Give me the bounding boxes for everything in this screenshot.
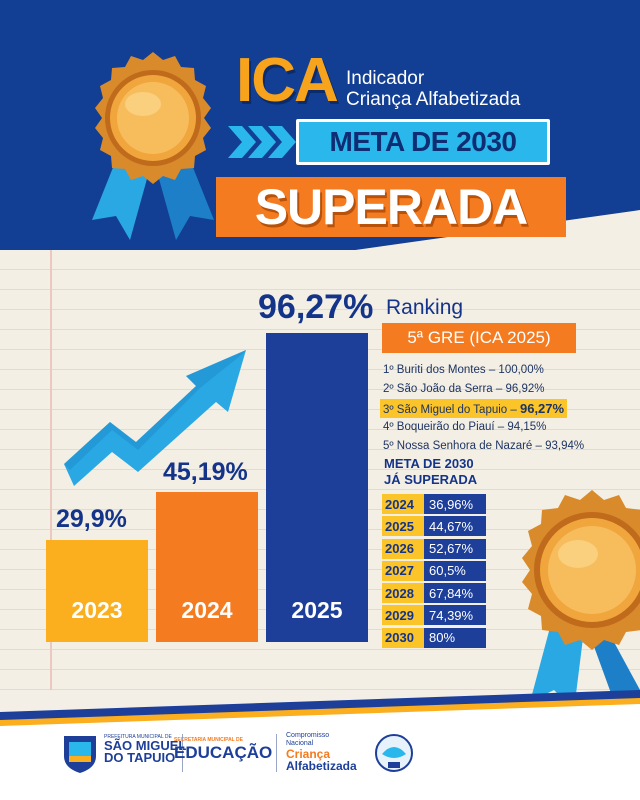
goals-row: 2030 80% — [382, 627, 486, 648]
bar-2023: 2023 — [46, 540, 148, 642]
bar-value-2023: 29,9% — [56, 505, 127, 533]
goals-title-line-2: JÁ SUPERADA — [384, 472, 478, 487]
goals-title-line-1: META DE 2030 — [384, 456, 474, 471]
secretariat-logo: SECRETARIA MUNICIPAL DE EDUCAÇÃO — [174, 737, 272, 763]
goals-table: 2024 36,96% 2025 44,67% 2026 52,67% 2027 60,… — [382, 494, 486, 650]
goals-value: 36,96% — [424, 494, 486, 514]
status-banner: SUPERADA — [216, 177, 566, 237]
footer-background — [0, 690, 640, 800]
ranking-item-2: 2º São João da Serra – 96,92% — [383, 383, 545, 395]
footer — [0, 690, 640, 800]
goals-value: 60,5% — [424, 560, 486, 581]
secretariat-small: SECRETARIA MUNICIPAL DE — [174, 737, 243, 743]
secretariat-name: EDUCAÇÃO — [174, 743, 273, 762]
program-small-1: Compromisso — [286, 732, 330, 739]
goal-banner-label: META DE 2030 — [329, 126, 517, 157]
goals-row: 2027 60,5% — [382, 560, 486, 581]
ranking-title: Ranking — [386, 296, 464, 319]
bar-2024: 2024 — [156, 492, 258, 642]
goals-row: 2028 67,84% — [382, 583, 486, 604]
goals-value: 67,84% — [424, 583, 486, 604]
subtitle-line-1: Indicador — [346, 68, 425, 89]
bar-year-2024: 2024 — [181, 597, 233, 623]
goals-year: 2026 — [382, 538, 424, 559]
bar-year-2023: 2023 — [71, 597, 123, 623]
goals-year: 2027 — [382, 560, 424, 581]
bar-value-2025: 96,27% — [258, 288, 374, 326]
municipality-crest-icon — [64, 736, 96, 773]
goals-year: 2025 — [382, 516, 424, 537]
goals-title: META DE 2030 JÁ SUPERADA — [384, 456, 477, 488]
goals-year: 2028 — [382, 583, 424, 604]
ranking-item-3-value: 96,27% — [519, 401, 565, 416]
status-banner-label: SUPERADA — [254, 179, 529, 235]
goals-value: 74,39% — [424, 605, 486, 626]
goals-row: 2026 52,67% — [382, 538, 486, 559]
program-line-2: Alfabetizada — [286, 759, 357, 773]
medal-icon — [522, 490, 640, 710]
goals-year: 2029 — [382, 605, 424, 626]
municipality-small: PREFEITURA MUNICIPAL DE — [104, 734, 172, 740]
ranking-item-4: 4º Boqueirão do Piauí – 94,15% — [383, 421, 547, 433]
footer-divider — [182, 734, 183, 772]
chevrons-icon — [228, 126, 296, 158]
footer-logos: PREFEITURA MUNICIPAL DE SÃO MIGUEL DO TA… — [40, 728, 620, 778]
program-logo: Compromisso Nacional Criança Alfabetizad… — [286, 732, 357, 772]
goals-row: 2029 74,39% — [382, 605, 486, 626]
footer-divider — [276, 734, 277, 772]
municipality-line-2: DO TAPUIO — [104, 750, 176, 765]
ranking-item-5: 5º Nossa Senhora de Nazaré – 93,94% — [383, 440, 585, 452]
goals-value: 52,67% — [424, 538, 486, 559]
acronym-subtitle: Indicador Criança Alfabetizada — [346, 68, 520, 110]
goals-value: 44,67% — [424, 516, 486, 537]
goals-year: 2030 — [382, 627, 424, 648]
ranking-group-badge: 5ª GRE (ICA 2025) — [382, 323, 576, 353]
ranking-list: 1º Buriti dos Montes – 100,00% 2º São Jo… — [380, 361, 613, 456]
ranking-group-label: 5ª GRE (ICA 2025) — [407, 328, 551, 347]
ranking-item-3: 3º São Miguel do Tapuio – — [383, 404, 520, 416]
goals-row: 2025 44,67% — [382, 516, 486, 537]
program-line-1: Criança — [286, 747, 331, 761]
acronym-title: ICA — [236, 46, 339, 115]
notebook-margin-line — [50, 250, 52, 690]
goal-banner: META DE 2030 — [296, 119, 550, 165]
ranking-item-1: 1º Buriti dos Montes – 100,00% — [383, 364, 544, 376]
growth-arrow-icon — [64, 350, 246, 486]
bar-2025: 2025 — [266, 333, 368, 642]
medal-icon — [92, 52, 214, 240]
goals-year: 2024 — [382, 494, 424, 514]
ranking-item-3-highlight: 3º São Miguel do Tapuio – 96,27% — [380, 399, 568, 418]
bar-year-2025: 2025 — [291, 597, 343, 623]
goals-row: 2024 36,96% — [382, 494, 486, 514]
municipality-logo: PREFEITURA MUNICIPAL DE SÃO MIGUEL DO TA… — [104, 734, 186, 764]
program-small-2: Nacional — [286, 740, 314, 747]
subtitle-line-2: Criança Alfabetizada — [346, 89, 521, 110]
bar-value-2024: 45,19% — [163, 458, 248, 486]
school-emblem-icon — [375, 734, 413, 772]
goals-value: 80% — [424, 627, 486, 648]
municipality-line-1: SÃO MIGUEL — [104, 738, 187, 753]
